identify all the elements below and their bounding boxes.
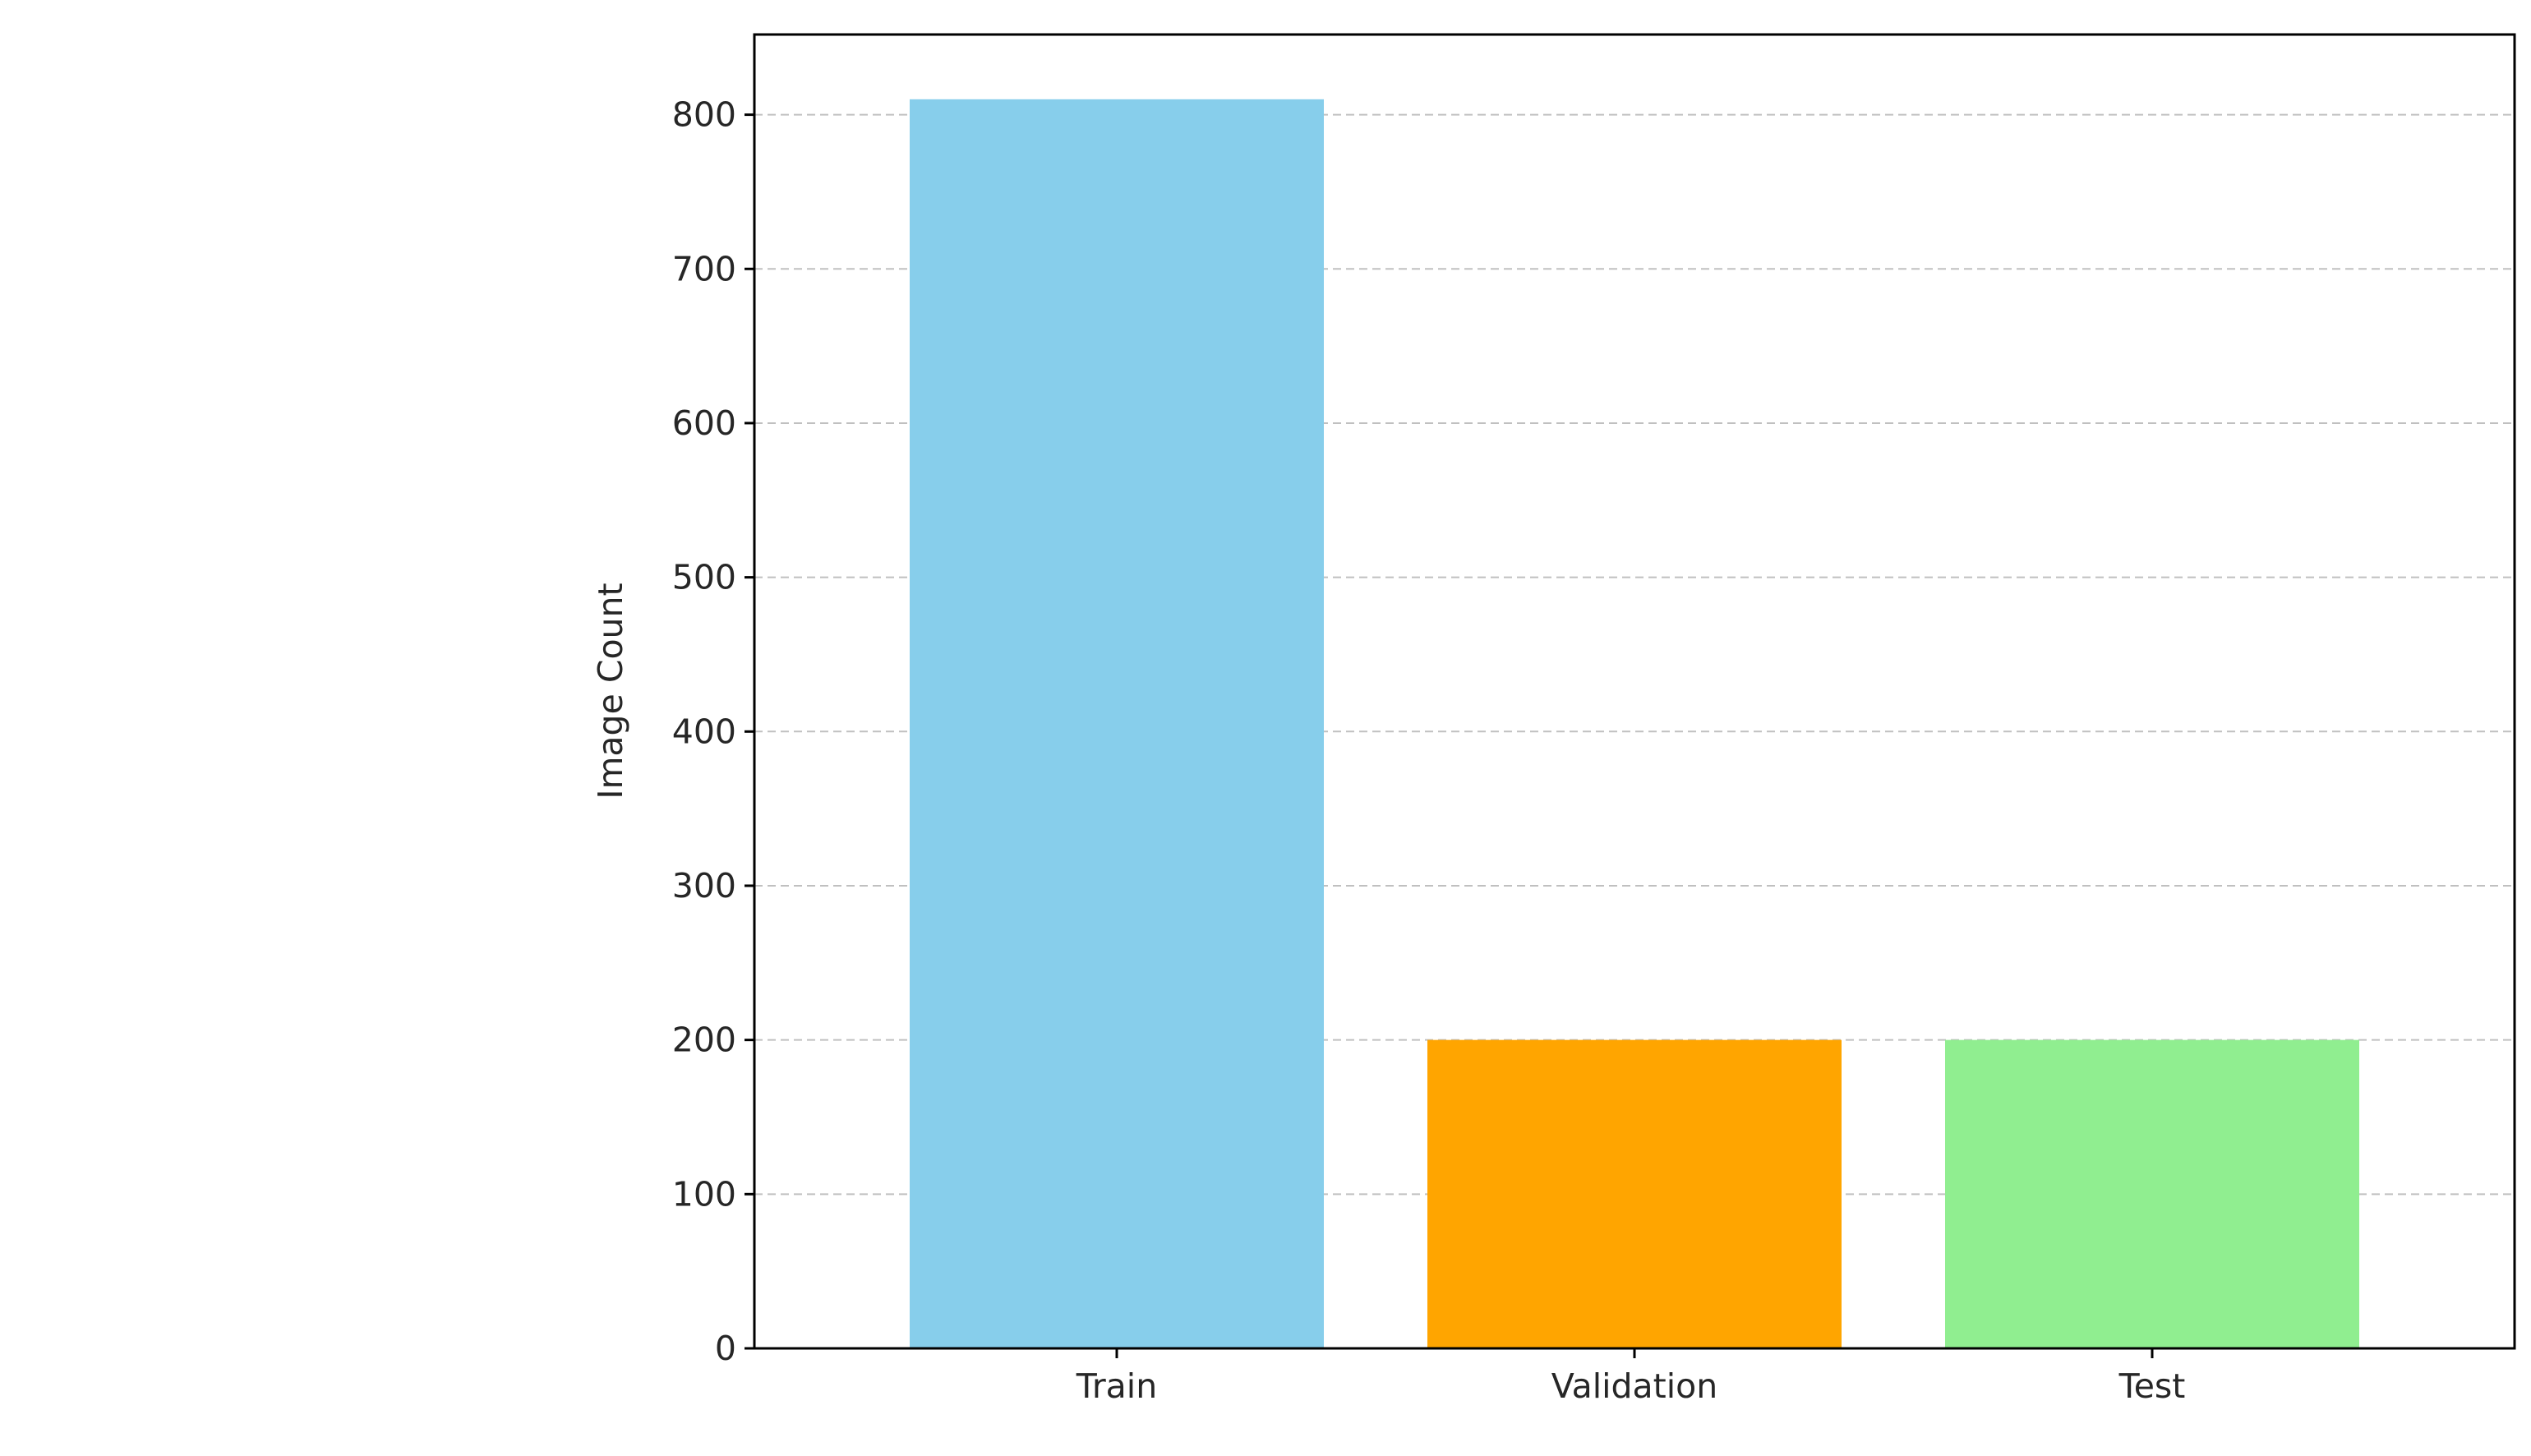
x-tick-label: Validation xyxy=(1551,1366,1717,1406)
y-tick-label: 300 xyxy=(672,866,736,905)
y-axis-title: Image Count xyxy=(591,583,630,799)
bar-train xyxy=(910,99,1324,1348)
y-tick-label: 100 xyxy=(672,1174,736,1214)
y-tick-label: 0 xyxy=(715,1329,736,1368)
x-axis-ticks: Train Validation Test xyxy=(1076,1348,2186,1406)
y-tick-label: 400 xyxy=(672,712,736,751)
bar-test xyxy=(1945,1039,2359,1348)
y-axis-ticks: 0 100 200 300 400 500 600 700 800 xyxy=(672,95,754,1368)
y-tick-label: 500 xyxy=(672,558,736,597)
y-tick-label: 200 xyxy=(672,1021,736,1060)
y-tick-label: 600 xyxy=(672,403,736,443)
bars xyxy=(910,99,2359,1348)
y-tick-label: 800 xyxy=(672,95,736,135)
x-tick-label: Test xyxy=(2118,1366,2186,1406)
y-tick-label: 700 xyxy=(672,249,736,288)
bar-validation xyxy=(1427,1039,1842,1348)
x-tick-label: Train xyxy=(1076,1366,1157,1406)
